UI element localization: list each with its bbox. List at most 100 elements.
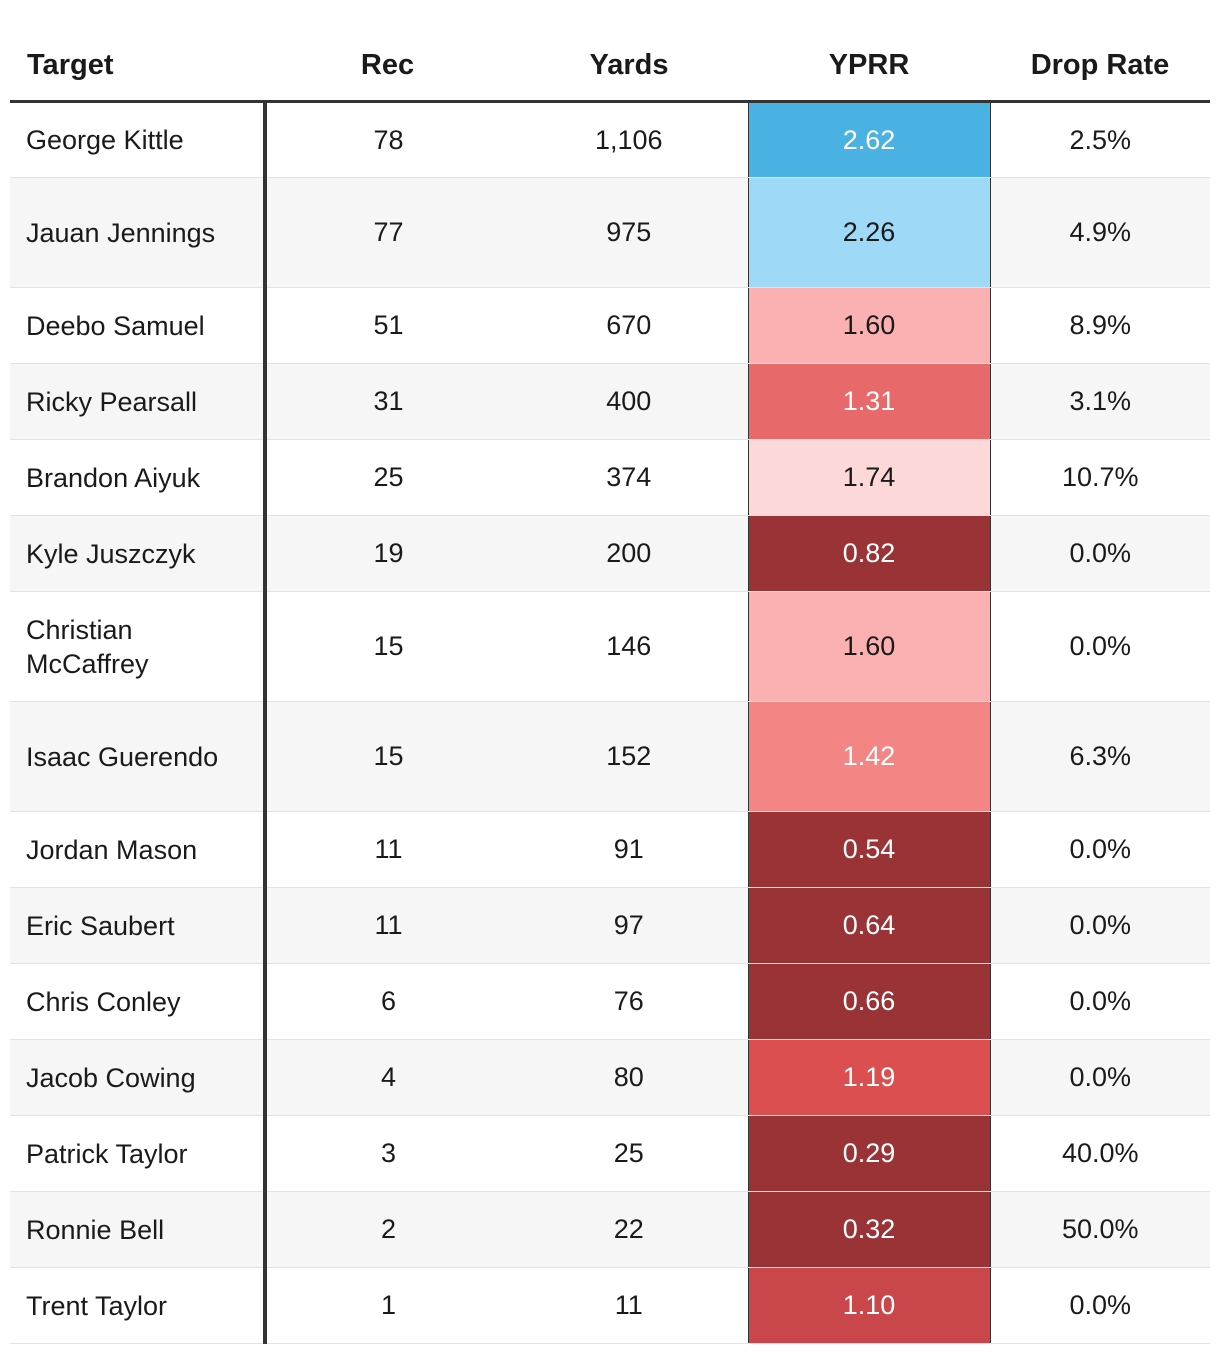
cell-yards: 374 (510, 439, 748, 516)
table-row: Chris Conley 6 76 0.66 0.0% (10, 963, 1210, 1040)
cell-drop-rate: 0.0% (990, 1039, 1210, 1116)
cell-drop-rate: 0.0% (990, 515, 1210, 592)
cell-rec: 1 (265, 1267, 510, 1344)
cell-yards: 975 (510, 177, 748, 288)
table-row: Trent Taylor 1 11 1.10 0.0% (10, 1267, 1210, 1344)
cell-target: Ricky Pearsall (10, 363, 267, 440)
cell-rec: 15 (265, 591, 510, 702)
cell-target: George Kittle (10, 101, 267, 178)
table-row: Deebo Samuel 51 670 1.60 8.9% (10, 287, 1210, 364)
column-header-label: YPRR (828, 49, 910, 81)
cell-rec: 51 (265, 287, 510, 364)
cell-drop-rate: 6.3% (990, 701, 1210, 812)
cell-yards: 25 (510, 1115, 748, 1192)
table-row: Isaac Guerendo 15 152 1.42 6.3% (10, 701, 1210, 812)
cell-yprr: 0.32 (747, 1191, 991, 1268)
table-row: Jauan Jennings 77 975 2.26 4.9% (10, 177, 1210, 288)
cell-yprr: 1.10 (747, 1267, 991, 1344)
column-header-label: Yards (589, 49, 669, 81)
cell-target: Chris Conley (10, 963, 267, 1040)
cell-rec: 25 (265, 439, 510, 516)
table-row: Ricky Pearsall 31 400 1.31 3.1% (10, 363, 1210, 440)
cell-yards: 80 (510, 1039, 748, 1116)
cell-rec: 31 (265, 363, 510, 440)
cell-rec: 78 (265, 101, 510, 178)
cell-target: Eric Saubert (10, 887, 267, 964)
cell-drop-rate: 3.1% (990, 363, 1210, 440)
cell-yards: 200 (510, 515, 748, 592)
cell-drop-rate: 0.0% (990, 811, 1210, 888)
cell-drop-rate: 0.0% (990, 1267, 1210, 1344)
cell-yards: 146 (510, 591, 748, 702)
cell-drop-rate: 0.0% (990, 963, 1210, 1040)
cell-yprr: 1.19 (747, 1039, 991, 1116)
table-row: Kyle Juszczyk 19 200 0.82 0.0% (10, 515, 1210, 592)
column-header-rec: Rec (265, 0, 510, 103)
column-header-label: Drop Rate (1030, 49, 1170, 81)
cell-yprr: 2.62 (747, 101, 991, 178)
cell-drop-rate: 40.0% (990, 1115, 1210, 1192)
cell-rec: 11 (265, 887, 510, 964)
cell-target: Ronnie Bell (10, 1191, 267, 1268)
cell-yprr: 0.64 (747, 887, 991, 964)
cell-yprr: 0.66 (747, 963, 991, 1040)
cell-drop-rate: 0.0% (990, 591, 1210, 702)
table-row: Christian McCaffrey 15 146 1.60 0.0% (10, 591, 1210, 702)
column-header-yprr: YPRR (748, 0, 990, 103)
cell-yprr: 1.74 (747, 439, 991, 516)
cell-yards: 91 (510, 811, 748, 888)
cell-yards: 670 (510, 287, 748, 364)
table-row: Jacob Cowing 4 80 1.19 0.0% (10, 1039, 1210, 1116)
column-header-drop-rate: Drop Rate (990, 0, 1210, 103)
cell-rec: 11 (265, 811, 510, 888)
cell-drop-rate: 50.0% (990, 1191, 1210, 1268)
table-row: Jordan Mason 11 91 0.54 0.0% (10, 811, 1210, 888)
cell-drop-rate: 2.5% (990, 101, 1210, 178)
column-header-yards: Yards (510, 0, 748, 103)
table-row: Eric Saubert 11 97 0.64 0.0% (10, 887, 1210, 964)
cell-drop-rate: 8.9% (990, 287, 1210, 364)
cell-target: Trent Taylor (10, 1267, 267, 1344)
cell-drop-rate: 4.9% (990, 177, 1210, 288)
cell-target: Jordan Mason (10, 811, 267, 888)
cell-rec: 2 (265, 1191, 510, 1268)
cell-target: Kyle Juszczyk (10, 515, 267, 592)
cell-yards: 11 (510, 1267, 748, 1344)
cell-target: Jacob Cowing (10, 1039, 267, 1116)
cell-rec: 4 (265, 1039, 510, 1116)
cell-yprr: 2.26 (747, 177, 991, 288)
cell-yards: 97 (510, 887, 748, 964)
table-row: Brandon Aiyuk 25 374 1.74 10.7% (10, 439, 1210, 516)
cell-yprr: 1.60 (747, 287, 991, 364)
column-header-label: Target (27, 49, 114, 81)
table-row: Patrick Taylor 3 25 0.29 40.0% (10, 1115, 1210, 1192)
cell-drop-rate: 10.7% (990, 439, 1210, 516)
cell-yards: 22 (510, 1191, 748, 1268)
cell-target: Deebo Samuel (10, 287, 267, 364)
cell-yards: 1,106 (510, 101, 748, 178)
cell-yards: 152 (510, 701, 748, 812)
cell-target: Christian McCaffrey (10, 591, 267, 702)
receiving-stats-table: Target Rec Yards YPRR Drop Rate George K… (10, 0, 1210, 1344)
cell-drop-rate: 0.0% (990, 887, 1210, 964)
table-body: George Kittle 78 1,106 2.62 2.5% Jauan Jennin… (10, 101, 1210, 1344)
cell-rec: 15 (265, 701, 510, 812)
cell-rec: 19 (265, 515, 510, 592)
table-row: Ronnie Bell 2 22 0.32 50.0% (10, 1191, 1210, 1268)
cell-yards: 76 (510, 963, 748, 1040)
cell-yprr: 0.29 (747, 1115, 991, 1192)
cell-yprr: 1.60 (747, 591, 991, 702)
cell-target: Brandon Aiyuk (10, 439, 267, 516)
cell-yprr: 0.54 (747, 811, 991, 888)
cell-rec: 3 (265, 1115, 510, 1192)
column-header-target: Target (10, 0, 265, 103)
cell-rec: 6 (265, 963, 510, 1040)
cell-yards: 400 (510, 363, 748, 440)
column-header-label: Rec (360, 49, 415, 81)
cell-target: Jauan Jennings (10, 177, 267, 288)
stats-table-container: Target Rec Yards YPRR Drop Rate George K… (10, 0, 1210, 1344)
cell-rec: 77 (265, 177, 510, 288)
table-row: George Kittle 78 1,106 2.62 2.5% (10, 101, 1210, 178)
cell-yprr: 0.82 (747, 515, 991, 592)
cell-target: Isaac Guerendo (10, 701, 267, 812)
